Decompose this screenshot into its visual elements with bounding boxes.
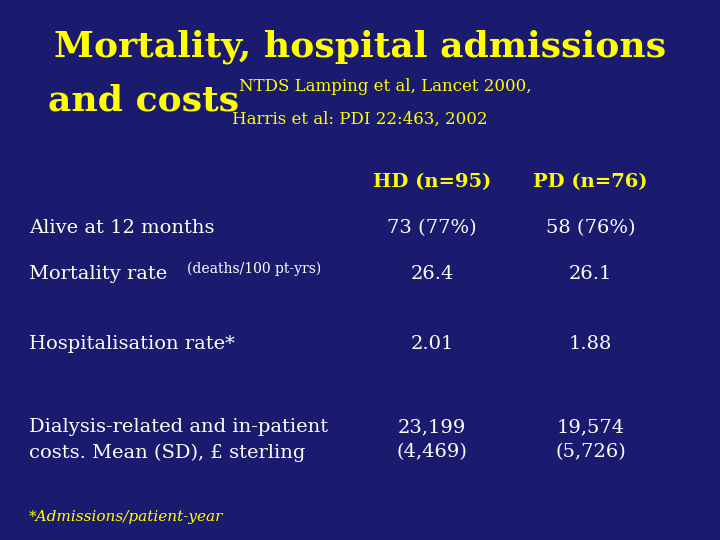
Text: Alive at 12 months: Alive at 12 months [29,219,215,237]
Text: 58 (76%): 58 (76%) [546,219,635,237]
Text: Dialysis-related and in-patient
costs. Mean (SD), £ sterling: Dialysis-related and in-patient costs. M… [29,418,328,462]
Text: 2.01: 2.01 [410,335,454,353]
Text: (deaths/100 pt-yrs): (deaths/100 pt-yrs) [187,262,321,276]
Text: 19,574
(5,726): 19,574 (5,726) [555,418,626,462]
Text: 26.1: 26.1 [569,265,612,282]
Text: and costs: and costs [48,84,240,118]
Text: Hospitalisation rate*: Hospitalisation rate* [29,335,235,353]
Text: NTDS Lamping et al, Lancet 2000,: NTDS Lamping et al, Lancet 2000, [239,78,531,95]
Text: *Admissions/patient-year: *Admissions/patient-year [29,510,223,524]
Text: HD (n=95): HD (n=95) [373,173,491,191]
Text: Mortality rate: Mortality rate [29,265,167,282]
Text: 26.4: 26.4 [410,265,454,282]
Text: PD (n=76): PD (n=76) [533,173,648,191]
Text: 73 (77%): 73 (77%) [387,219,477,237]
Text: 23,199
(4,469): 23,199 (4,469) [397,418,467,462]
Text: Harris et al: PDI 22:463, 2002: Harris et al: PDI 22:463, 2002 [233,111,487,127]
Text: Mortality, hospital admissions: Mortality, hospital admissions [54,30,666,64]
Text: 1.88: 1.88 [569,335,612,353]
